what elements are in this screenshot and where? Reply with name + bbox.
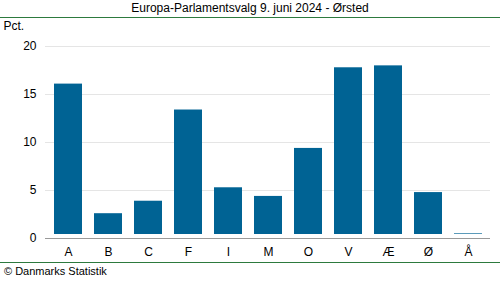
html-text:© Danmarks Statistik: © Danmarks Statistik [4, 265, 107, 277]
svg-text:M: M [264, 245, 274, 259]
svg-text:20: 20 [23, 39, 37, 53]
svg-text:A: A [64, 245, 72, 259]
svg-text:5: 5 [30, 183, 37, 197]
svg-text:Æ: Æ [383, 245, 395, 259]
svg-text:F: F [185, 245, 192, 259]
svg-text:15: 15 [23, 87, 37, 101]
svg-text:C: C [144, 245, 153, 259]
svg-text:O: O [304, 245, 313, 259]
svg-text:Ø: Ø [424, 245, 433, 259]
svg-text:B: B [104, 245, 112, 259]
svg-text:10: 10 [23, 135, 37, 149]
svg-text:Å: Å [464, 244, 472, 259]
svg-text:V: V [344, 245, 352, 259]
svg-text:0: 0 [30, 231, 37, 245]
html-text:Europa-Parlamentsvalg 9. juni: Europa-Parlamentsvalg 9. juni 2024 - Ørs… [131, 1, 369, 15]
svg-text:Pct.: Pct. [4, 19, 25, 33]
svg-text:I: I [227, 245, 230, 259]
